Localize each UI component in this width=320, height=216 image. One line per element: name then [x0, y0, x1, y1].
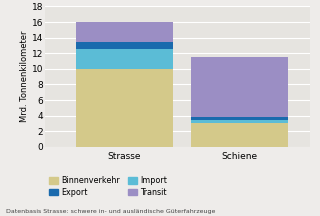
- Bar: [76, 69, 173, 147]
- Bar: [191, 57, 288, 117]
- Bar: [191, 124, 288, 147]
- Text: Datenbasis Strasse: schwere in- und ausländische Güterfahrzeuge: Datenbasis Strasse: schwere in- und ausl…: [6, 209, 216, 214]
- Bar: [76, 22, 173, 42]
- Bar: [76, 49, 173, 69]
- Legend: Binnenverkehr, Export, Import, Transit: Binnenverkehr, Export, Import, Transit: [49, 176, 167, 197]
- Bar: [76, 41, 173, 49]
- Y-axis label: Mrd. Tonnenkilometer: Mrd. Tonnenkilometer: [20, 31, 29, 122]
- Bar: [191, 120, 288, 124]
- Bar: [191, 117, 288, 120]
